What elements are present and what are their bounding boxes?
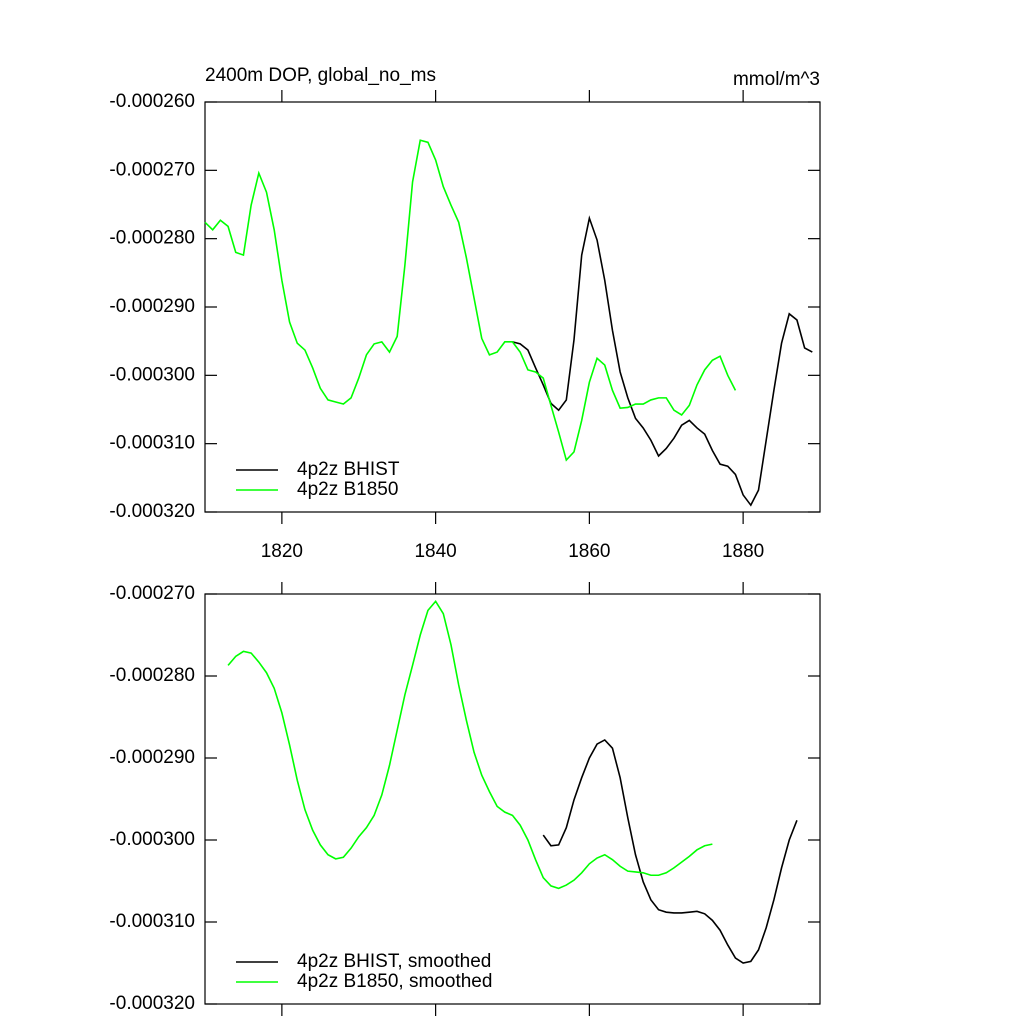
legend-label: 4p2z B1850, smoothed <box>297 971 492 992</box>
x-tick-label: 1880 <box>722 541 764 562</box>
legend-label: 4p2z BHIST, smoothed <box>297 951 491 972</box>
x-tick-label: 1820 <box>261 541 303 562</box>
units-label: mmol/m^3 <box>733 69 820 90</box>
data-line <box>204 139 737 462</box>
y-tick-label: -0.000300 <box>109 829 195 850</box>
data-line <box>512 215 813 507</box>
legend-label: 4p2z BHIST <box>297 459 400 480</box>
plot-frame <box>204 593 821 1005</box>
y-tick-label: -0.000270 <box>109 159 195 180</box>
x-tick-label: 1840 <box>414 541 456 562</box>
y-tick-label: -0.000310 <box>109 911 195 932</box>
y-tick-label: -0.000320 <box>109 501 195 522</box>
y-tick-label: -0.000280 <box>109 665 195 686</box>
y-tick-label: -0.000290 <box>109 296 195 317</box>
chart-title: 2400m DOP, global_no_ms <box>205 65 436 86</box>
y-tick-label: -0.000280 <box>109 228 195 249</box>
y-tick-label: -0.000320 <box>109 993 195 1014</box>
y-tick-label: -0.000290 <box>109 747 195 768</box>
y-tick-label: -0.000260 <box>109 91 195 112</box>
x-tick-label: 1860 <box>568 541 610 562</box>
y-tick-label: -0.000270 <box>109 583 195 604</box>
data-line <box>542 738 798 964</box>
y-tick-label: -0.000300 <box>109 364 195 385</box>
legend-label: 4p2z B1850 <box>297 479 398 500</box>
y-tick-label: -0.000310 <box>109 433 195 454</box>
plot-frame <box>204 101 821 513</box>
data-line <box>227 600 713 890</box>
